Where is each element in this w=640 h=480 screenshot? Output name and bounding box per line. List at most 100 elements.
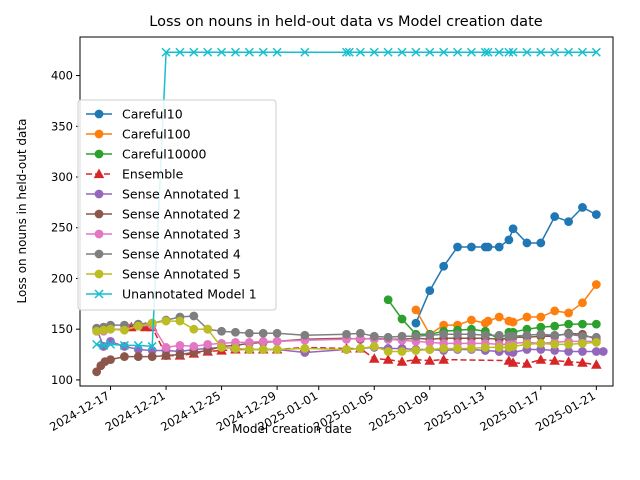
- data-point: [258, 328, 268, 338]
- legend-marker: [94, 149, 104, 159]
- data-point: [508, 342, 518, 351]
- legend-item: Sense Annotated 2: [86, 207, 241, 222]
- data-point: [425, 286, 435, 296]
- data-point: [161, 316, 171, 326]
- legend-label: Ensemble: [122, 167, 184, 182]
- data-point: [424, 355, 436, 365]
- data-point: [563, 356, 574, 366]
- data-point: [272, 336, 282, 346]
- legend-label: Unannotated Model 1: [122, 287, 257, 302]
- data-point: [342, 329, 351, 339]
- data-point: [175, 350, 185, 359]
- data-point: [244, 345, 254, 354]
- data-point: [411, 305, 421, 315]
- data-point: [175, 47, 185, 57]
- legend-label: Sense Annotated 5: [122, 267, 241, 282]
- legend-item: Ensemble: [86, 167, 184, 182]
- y-tick-label: 400: [51, 69, 73, 83]
- data-point: [397, 347, 407, 356]
- data-point: [536, 338, 546, 348]
- data-point: [564, 329, 573, 339]
- data-point: [217, 343, 226, 352]
- data-point: [578, 347, 587, 356]
- data-point: [410, 354, 422, 364]
- data-point: [300, 344, 310, 353]
- data-point: [189, 311, 199, 321]
- data-point: [467, 329, 476, 339]
- data-point: [147, 318, 157, 328]
- legend-marker: [94, 289, 104, 299]
- data-point: [439, 47, 449, 57]
- chart-title: Loss on nouns in held-out data vs Model …: [149, 14, 542, 30]
- data-point: [480, 343, 490, 352]
- data-point: [355, 47, 365, 57]
- series-sense-annotated-5: [92, 316, 601, 356]
- data-point: [564, 340, 573, 349]
- data-point: [231, 327, 240, 337]
- data-point: [522, 330, 532, 340]
- data-point: [217, 326, 226, 336]
- data-point: [564, 319, 573, 329]
- series-careful100: [411, 280, 601, 339]
- data-point: [203, 324, 213, 334]
- data-point: [300, 330, 310, 340]
- data-point: [467, 344, 476, 353]
- data-point: [203, 47, 213, 57]
- y-tick-label: 300: [51, 170, 73, 184]
- data-point: [550, 212, 560, 221]
- data-point: [272, 47, 282, 57]
- y-tick-label: 150: [51, 322, 73, 336]
- data-point: [550, 306, 560, 316]
- data-point: [504, 235, 514, 245]
- data-point: [369, 342, 379, 351]
- data-point: [258, 336, 268, 346]
- y-tick-label: 350: [51, 119, 73, 133]
- data-point: [355, 328, 365, 338]
- data-point: [536, 312, 546, 322]
- data-point: [591, 337, 601, 347]
- data-point: [453, 344, 462, 353]
- data-point: [231, 344, 240, 353]
- data-point: [411, 331, 421, 341]
- legend-label: Sense Annotated 4: [122, 247, 241, 262]
- data-point: [272, 328, 282, 338]
- legend-label: Careful10: [122, 107, 183, 122]
- data-point: [522, 340, 532, 349]
- data-point: [536, 238, 546, 248]
- legend-label: Sense Annotated 2: [122, 207, 241, 222]
- data-point: [120, 352, 129, 361]
- data-point: [120, 325, 129, 335]
- data-point: [368, 353, 380, 363]
- data-point: [467, 242, 476, 252]
- data-point: [258, 47, 268, 57]
- data-point: [549, 355, 560, 365]
- data-point: [369, 331, 379, 341]
- legend-item: Careful10000: [86, 147, 207, 162]
- legend-marker: [94, 269, 104, 279]
- data-point: [397, 47, 407, 57]
- data-point: [439, 344, 449, 353]
- legend-label: Sense Annotated 3: [122, 227, 241, 242]
- series-line: [415, 284, 597, 336]
- data-point: [550, 340, 560, 349]
- data-point: [480, 330, 490, 340]
- data-point: [119, 340, 129, 350]
- y-tick-label: 100: [51, 373, 73, 387]
- data-point: [342, 345, 351, 354]
- data-point: [483, 242, 493, 252]
- data-point: [147, 341, 157, 351]
- data-point: [133, 321, 143, 331]
- data-point: [550, 47, 560, 57]
- data-point: [522, 312, 532, 322]
- data-point: [425, 47, 435, 57]
- data-point: [411, 318, 421, 328]
- data-point: [106, 324, 115, 334]
- data-point: [133, 340, 143, 350]
- data-point: [161, 47, 171, 57]
- data-point: [494, 312, 504, 322]
- data-point: [244, 47, 254, 57]
- data-point: [508, 331, 518, 341]
- data-point: [175, 316, 185, 326]
- data-point: [550, 321, 560, 331]
- data-point: [467, 315, 476, 325]
